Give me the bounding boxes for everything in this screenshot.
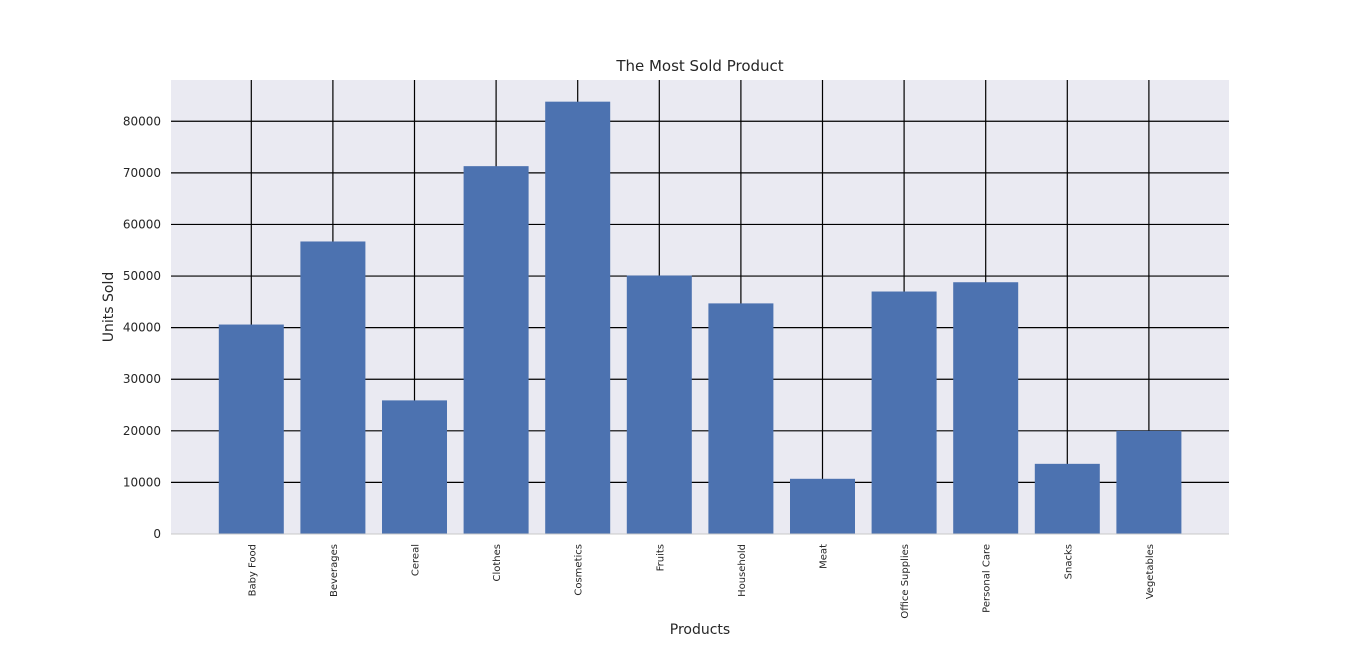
x-tick-label: Meat <box>819 544 830 569</box>
y-tick-label: 80000 <box>123 114 161 128</box>
x-tick-label: Household <box>737 544 748 597</box>
chart-title: The Most Sold Product <box>615 57 783 75</box>
bar-clothes <box>463 166 529 535</box>
bar-meat <box>790 478 855 534</box>
bar-personal-care <box>953 282 1019 534</box>
bar-cereal <box>382 400 447 534</box>
bar-beverages <box>300 241 366 534</box>
bars <box>218 101 1182 535</box>
x-tick-label: Beverages <box>329 544 340 597</box>
bar-snacks <box>1034 463 1100 534</box>
x-tick-label: Cereal <box>411 544 422 576</box>
x-tick-label: Vegetables <box>1145 544 1156 599</box>
x-tick-label: Fruits <box>655 544 666 571</box>
bar-vegetables <box>1116 430 1182 534</box>
bar-baby-food <box>218 324 284 534</box>
bar-office-supplies <box>871 291 937 534</box>
y-axis-label: Units Sold <box>101 272 117 342</box>
x-tick-label: Personal Care <box>982 544 993 613</box>
bar-household <box>708 303 774 534</box>
y-tick-label: 10000 <box>123 475 161 489</box>
x-axis-label: Products <box>670 622 730 638</box>
y-tick-label: 20000 <box>123 424 161 438</box>
y-tick-label: 30000 <box>123 372 161 386</box>
bar-fruits <box>626 275 692 534</box>
x-axis-ticks: Baby Food Beverages Cereal Clothes Cosmetics… <box>247 544 1156 619</box>
y-tick-label: 70000 <box>123 166 161 180</box>
x-tick-label: Office Supplies <box>900 544 911 619</box>
y-axis-ticks: 0 10000 20000 30000 40000 50000 60000 70000 8000… <box>123 114 161 541</box>
y-tick-label: 60000 <box>123 217 161 231</box>
y-tick-label: 50000 <box>123 269 161 283</box>
x-tick-label: Clothes <box>492 544 503 582</box>
x-tick-label: Cosmetics <box>574 544 585 596</box>
y-tick-label: 0 <box>153 527 161 541</box>
x-tick-label: Snacks <box>1063 544 1074 579</box>
y-tick-label: 40000 <box>123 321 161 335</box>
bar-cosmetics <box>545 101 611 534</box>
x-tick-label: Baby Food <box>247 544 258 596</box>
